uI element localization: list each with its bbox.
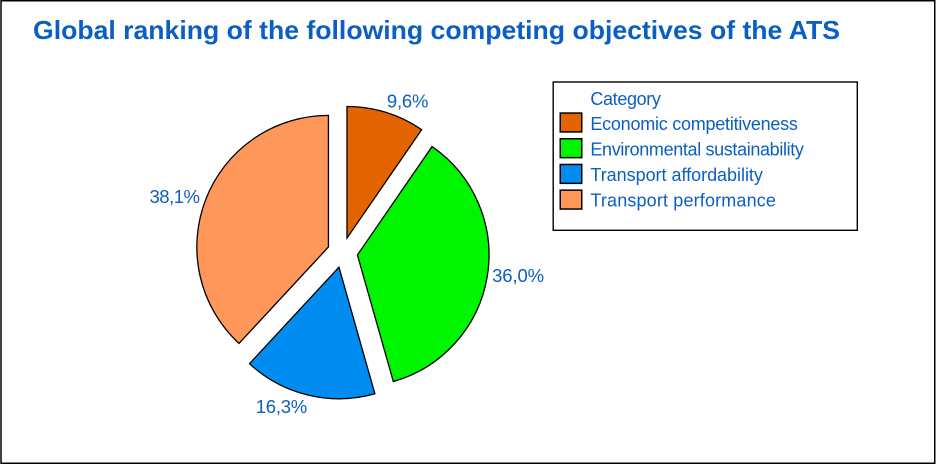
svg-text:36,0%: 36,0%: [492, 265, 544, 286]
svg-text:Category: Category: [590, 89, 661, 109]
svg-text:Environmental sustainability: Environmental sustainability: [590, 140, 804, 160]
svg-text:Transport performance: Transport performance: [590, 191, 776, 211]
svg-text:16,3%: 16,3%: [256, 396, 308, 417]
svg-text:Global ranking of the followin: Global ranking of the following competin…: [33, 15, 840, 45]
svg-text:9,6%: 9,6%: [387, 90, 429, 111]
svg-text:Transport affordability: Transport affordability: [590, 165, 763, 185]
svg-text:38,1%: 38,1%: [150, 186, 201, 207]
svg-text:Economic competitiveness: Economic competitiveness: [590, 114, 798, 134]
